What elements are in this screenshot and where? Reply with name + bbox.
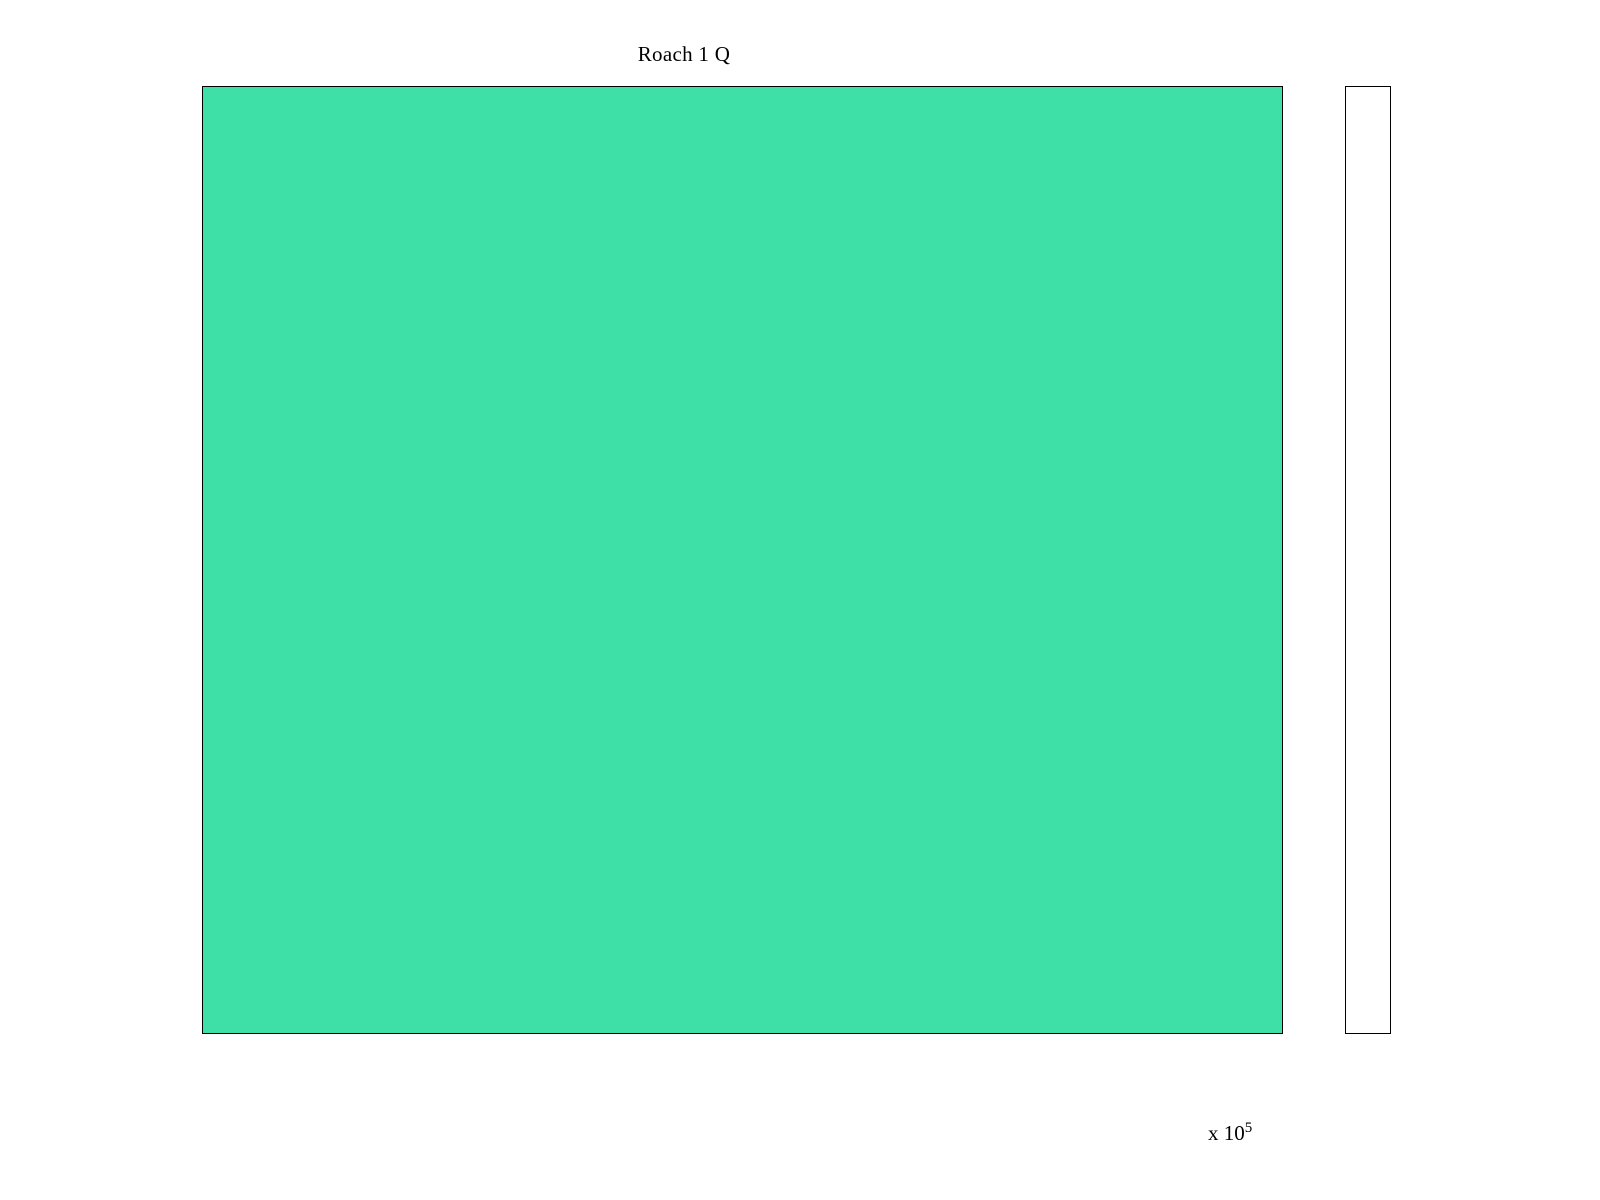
x-axis-exponent-base: x 10 <box>1208 1121 1245 1145</box>
colorbar-canvas[interactable] <box>1346 87 1390 1033</box>
x-axis-exponent-power: 5 <box>1244 1120 1253 1136</box>
colorbar[interactable] <box>1345 86 1391 1034</box>
page-title: Roach 1 Q <box>637 42 731 66</box>
heatmap-axes[interactable] <box>202 86 1283 1034</box>
x-axis-exponent: x 105 <box>1208 1120 1252 1146</box>
heatmap-canvas[interactable] <box>203 87 1282 1033</box>
